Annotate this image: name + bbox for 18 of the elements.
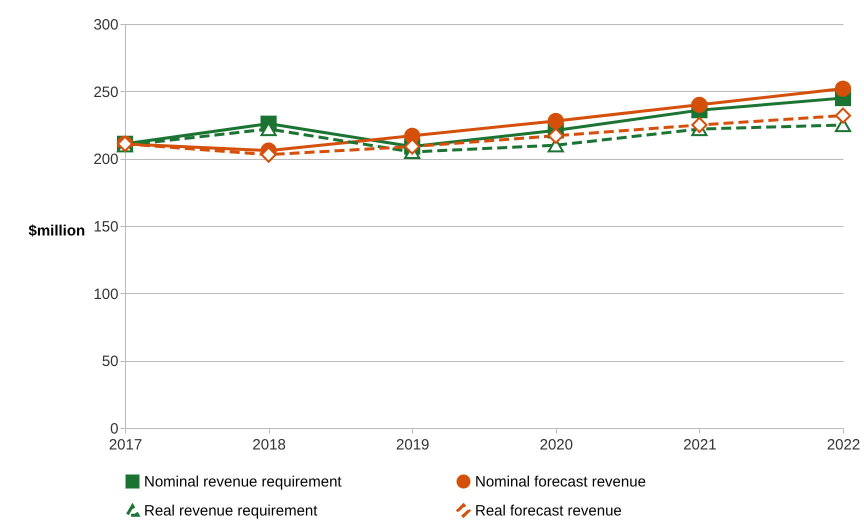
x-tick-label: 2019 — [396, 436, 430, 454]
y-tick-label: 50 — [102, 353, 118, 370]
y-axis-title: $million — [28, 222, 86, 240]
x-tick-label: 2022 — [826, 436, 860, 454]
x-tick-label: 2020 — [540, 436, 573, 454]
legend-label: Nominal revenue requirement — [144, 474, 342, 491]
x-tick-label: 2021 — [683, 436, 717, 454]
y-tick-label: 200 — [93, 151, 118, 168]
x-tick-label: 2018 — [252, 436, 286, 454]
y-tick-label: 150 — [93, 218, 118, 236]
y-tick-label: 100 — [93, 286, 118, 303]
y-tick-label: 0 — [110, 420, 118, 438]
y-tick-label: 300 — [93, 16, 118, 34]
legend-label: Real forecast revenue — [475, 502, 622, 520]
legend-label: Nominal forecast revenue — [475, 474, 646, 491]
x-tick-label: 2017 — [108, 436, 142, 454]
y-tick-label: 250 — [93, 84, 118, 101]
legend-label: Real revenue requirement — [144, 502, 318, 520]
